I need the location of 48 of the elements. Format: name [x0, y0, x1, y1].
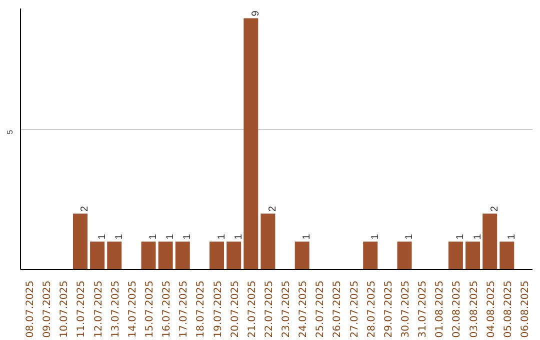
data-label: 1 — [506, 234, 518, 240]
data-label: 1 — [370, 234, 381, 240]
x-tick-label: 08.07.2025 — [25, 280, 36, 338]
data-label: 1 — [404, 234, 415, 240]
x-tick-label: 10.07.2025 — [59, 280, 70, 338]
data-label: 1 — [233, 234, 244, 240]
x-tick-label: 22.07.2025 — [264, 280, 275, 338]
x-tick-label: 31.07.2025 — [418, 280, 429, 338]
x-tick-label: 28.07.2025 — [366, 280, 378, 338]
data-label: 1 — [472, 234, 484, 240]
data-label: 9 — [250, 10, 262, 16]
y-tick-label: 5 — [6, 129, 14, 134]
data-label: 1 — [96, 234, 108, 240]
data-label: 1 — [302, 234, 313, 240]
data-label: 1 — [455, 234, 466, 240]
x-tick-label: 23.07.2025 — [281, 280, 292, 338]
x-tick-label: 15.07.2025 — [144, 280, 156, 338]
data-label: 1 — [114, 234, 125, 240]
x-tick-label: 12.07.2025 — [93, 280, 104, 338]
data-label: 1 — [182, 234, 194, 240]
x-tick-label: 19.07.2025 — [212, 280, 224, 338]
data-label: 1 — [165, 234, 176, 240]
x-tick-label: 30.07.2025 — [400, 280, 412, 338]
x-tick-label: 09.07.2025 — [42, 280, 54, 338]
data-label: 2 — [80, 206, 91, 212]
x-tick-label: 20.07.2025 — [230, 280, 241, 338]
data-label: 2 — [267, 206, 278, 212]
x-tick-label: 01.08.2025 — [434, 280, 446, 338]
x-tick-label: 24.07.2025 — [298, 280, 310, 338]
x-tick-label: 03.08.2025 — [468, 280, 480, 338]
x-tick-label: 27.07.2025 — [349, 280, 360, 338]
x-tick-label: 11.07.2025 — [76, 280, 88, 338]
x-tick-label: 18.07.2025 — [196, 280, 207, 338]
data-label: 1 — [148, 234, 159, 240]
x-tick-label: 06.08.2025 — [520, 280, 531, 338]
x-tick-label: 02.08.2025 — [452, 280, 463, 338]
x-tick-label: 14.07.2025 — [127, 280, 138, 338]
x-tick-label: 29.07.2025 — [383, 280, 394, 338]
data-label: 2 — [489, 206, 500, 212]
data-label: 1 — [216, 234, 228, 240]
x-tick-label: 25.07.2025 — [315, 280, 326, 338]
x-tick-label: 05.08.2025 — [502, 280, 514, 338]
x-tick-label: 17.07.2025 — [178, 280, 190, 338]
x-tick-label: 16.07.2025 — [162, 280, 173, 338]
x-tick-label: 26.07.2025 — [332, 280, 344, 338]
x-tick-label: 04.08.2025 — [486, 280, 497, 338]
x-tick-label: 21.07.2025 — [246, 280, 258, 338]
x-tick-label: 13.07.2025 — [110, 280, 122, 338]
